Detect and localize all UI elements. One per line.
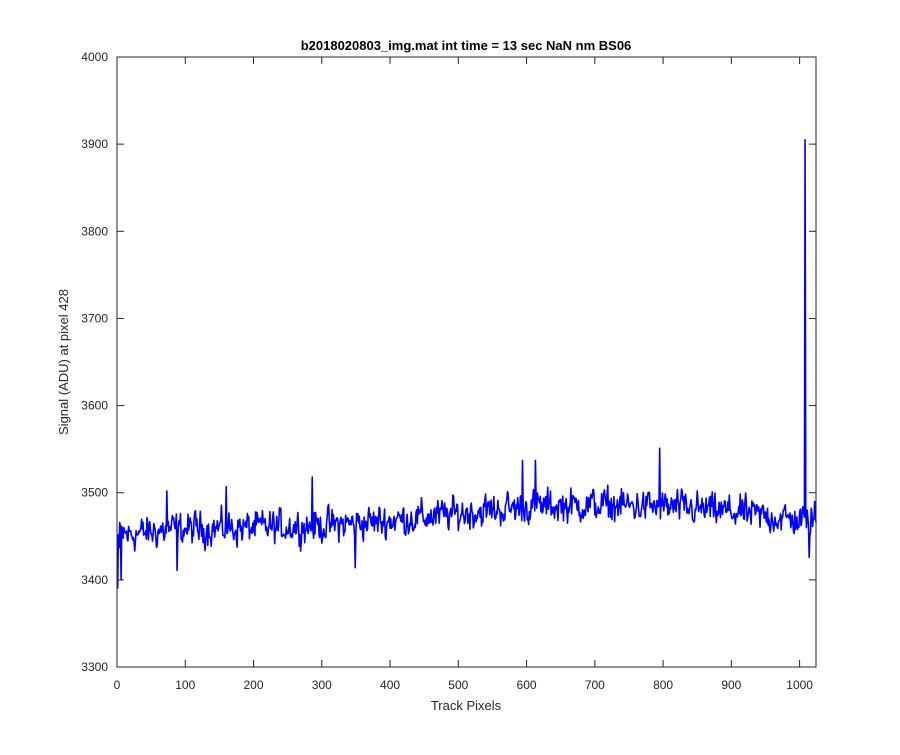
y-tick-label: 3500 (81, 486, 108, 500)
signal-series-line (116, 138, 817, 589)
y-tick-label: 3800 (81, 224, 108, 238)
x-tick-label: 800 (653, 678, 673, 692)
x-tick-label: 1000 (786, 678, 813, 692)
y-tick-label: 3300 (81, 660, 108, 674)
x-tick-label: 200 (244, 678, 264, 692)
x-tick-label: 300 (312, 678, 332, 692)
y-tick-label: 4000 (81, 50, 108, 64)
x-axis-label: Track Pixels (431, 698, 502, 713)
x-tick-label: 100 (175, 678, 195, 692)
y-tick-label: 3400 (81, 573, 108, 587)
x-tick-label: 400 (380, 678, 400, 692)
x-tick-label: 500 (448, 678, 468, 692)
chart-title: b2018020803_img.mat int time = 13 sec Na… (301, 38, 632, 53)
x-axis: 0 100 200 300 400 500 600 700 800 900 1000 (114, 57, 813, 692)
axes-box (116, 56, 817, 668)
y-tick-label: 3700 (81, 311, 108, 325)
x-tick-label: 0 (114, 678, 121, 692)
x-tick-label: 900 (721, 678, 741, 692)
y-axis-label: Signal (ADU) at pixel 428 (56, 289, 71, 435)
axes-background (117, 57, 816, 667)
x-tick-label: 600 (517, 678, 537, 692)
y-axis: 3300 3400 3500 3600 3700 3800 3900 4000 (81, 50, 816, 674)
y-tick-label: 3600 (81, 399, 108, 413)
y-tick-label: 3900 (81, 137, 108, 151)
x-tick-label: 700 (585, 678, 605, 692)
